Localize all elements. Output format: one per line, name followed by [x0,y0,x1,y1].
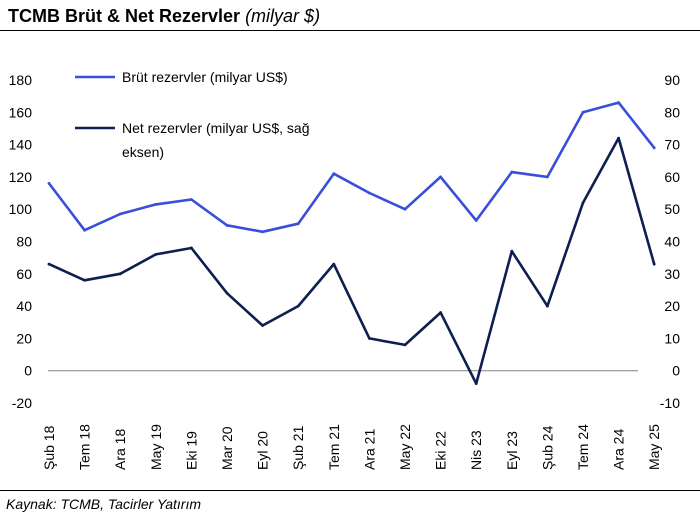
x-axis-tick-label: Şub 21 [290,425,306,470]
net-reserves-point [118,272,122,276]
gross-reserves-point [154,202,158,206]
net-reserves-point [510,249,514,253]
top-divider [0,30,700,31]
gross-reserves-point [510,170,514,174]
net-reserves-point [439,311,442,314]
x-axis-tick-label: Mar 20 [219,426,235,470]
x-axis-tick-label: Eyl 20 [255,431,271,470]
net-reserves-point [617,136,620,140]
x-axis-tick-label: Eki 19 [183,431,199,470]
net-reserves-point [332,262,336,266]
x-axis-tick-label: May 25 [646,424,662,470]
net-reserves-point [261,324,264,327]
chart-title: TCMB Brüt & Net Rezervler (milyar $) [8,6,320,27]
gross-reserves-point [368,191,371,195]
x-axis-tick-label: Eyl 23 [504,431,520,470]
gross-reserves-point [332,172,336,176]
left-axis-tick-label: 140 [9,137,33,153]
x-axis-ticks: Şub 18 Tem 18 Ara 18 May 19 Eki 19 Mar 20 Eyl … [41,424,662,470]
gross-reserves-point [652,146,656,150]
gross-reserves-point [581,110,585,114]
right-axis-tick-label: 10 [664,330,680,346]
legend-label-net: Net rezervler (milyar US$, sağ [122,120,310,136]
net-reserves-line [47,136,656,385]
net-reserves-point [47,262,51,266]
left-axis-tick-label: 180 [9,72,33,88]
right-axis-tick-label: 30 [664,266,680,282]
left-axis-tick-label: 120 [9,169,33,185]
right-axis-tick-label: 70 [664,137,680,153]
legend-label-net-line2: eksen) [122,144,164,160]
x-axis-tick-label: Ara 21 [361,429,377,470]
net-reserves-point [83,278,86,282]
net-reserves-point [154,253,158,256]
right-axis-tick-label: 60 [664,169,680,185]
gross-reserves-point [296,222,300,226]
gross-reserves-point [83,228,86,232]
gross-reserves-point [474,219,478,222]
x-axis-tick-label: Ara 24 [611,429,627,470]
chart-title-main: TCMB Brüt & Net Rezervler [8,6,241,26]
gross-reserves-point [190,198,193,201]
gross-reserves-line [47,101,656,234]
left-axis-tick-label: 100 [9,201,33,217]
x-axis-tick-label: May 22 [397,424,413,470]
left-axis-tick-label: -20 [12,395,32,411]
source-note: Kaynak: TCMB, Tacirler Yatırım [6,496,202,512]
x-axis-tick-label: Şub 18 [41,425,57,470]
x-axis-tick-label: Eki 22 [433,431,449,470]
x-axis-tick-label: Tem 18 [77,424,93,470]
x-axis-tick-label: May 19 [148,424,164,470]
right-axis-tick-label: 90 [664,72,680,88]
left-axis-tick-label: 40 [16,298,32,314]
left-axis-tick-label: 60 [16,266,32,282]
net-reserves-point [296,304,300,308]
gross-reserves-point [439,175,442,179]
right-axis-tick-label: 20 [664,298,680,314]
gross-reserves-point [617,101,620,105]
right-axis-tick-label: 0 [672,363,680,379]
right-axis-tick-label: -10 [660,395,680,411]
chart-title-unit: (milyar $) [245,6,321,26]
left-axis-tick-label: 160 [9,104,33,120]
gross-reserves-point [261,230,264,234]
gross-reserves-point [546,175,549,179]
right-axis-tick-label: 40 [664,234,680,250]
net-reserves-point [190,246,193,250]
x-axis-tick-label: Tem 21 [326,424,342,470]
gross-reserves-point [118,212,122,216]
legend: Brüt rezervler (milyar US$) Net rezervler… [75,69,310,160]
gross-reserves-point [47,181,51,185]
left-axis-ticks: 180 160 140 120 100 80 60 40 20 0 -20 [9,72,33,411]
x-axis-tick-label: Ara 18 [112,429,128,470]
right-axis-ticks: 90 80 70 60 50 40 30 20 10 0 -10 [660,72,680,411]
net-reserves-point [225,291,229,295]
right-axis-tick-label: 50 [664,201,680,217]
net-reserves-point [581,201,585,205]
left-axis-tick-label: 80 [16,234,32,250]
bottom-divider [0,490,700,491]
gross-reserves-point [225,223,229,227]
left-axis-tick-label: 0 [24,363,32,379]
x-axis-tick-label: Nis 23 [468,430,484,470]
net-reserves-point [474,382,478,386]
net-reserves-point [403,343,407,347]
right-axis-tick-label: 80 [664,104,680,120]
gross-reserves-point [403,207,407,211]
net-reserves-point [652,262,656,266]
x-axis-tick-label: Tem 24 [575,424,591,470]
legend-label-gross: Brüt rezervler (milyar US$) [122,69,288,85]
net-reserves-point [546,304,549,308]
left-axis-tick-label: 20 [16,330,32,346]
net-reserves-point [368,337,371,340]
series-layer [47,101,656,386]
x-axis-tick-label: Şub 24 [539,425,555,470]
